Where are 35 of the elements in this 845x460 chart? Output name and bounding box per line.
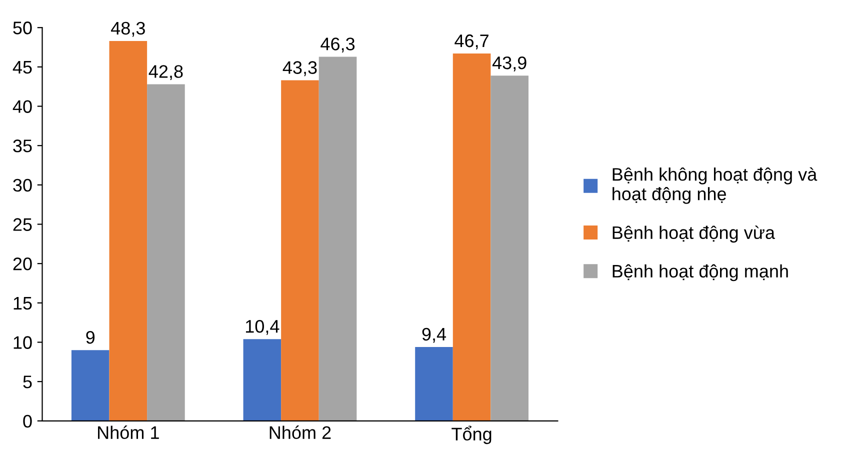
y-tick-label: 25 bbox=[13, 218, 32, 231]
y-tick-label: 45 bbox=[12, 61, 32, 74]
bar bbox=[452, 54, 491, 421]
bar bbox=[109, 40, 148, 421]
data-label: 48,3 bbox=[111, 22, 145, 37]
x-tick-label: Nhóm 1 bbox=[98, 426, 159, 440]
y-tick-label: 5 bbox=[23, 376, 32, 388]
x-tick-label: Tổng bbox=[452, 426, 492, 444]
data-label: 9 bbox=[86, 330, 95, 344]
y-tick-label: 35 bbox=[13, 140, 32, 152]
data-label: 9,4 bbox=[422, 328, 446, 343]
bar bbox=[147, 84, 185, 421]
bar bbox=[318, 56, 357, 421]
x-tick-label: Nhóm 2 bbox=[270, 426, 331, 440]
bar bbox=[71, 350, 110, 421]
data-label: 46,3 bbox=[320, 38, 355, 52]
bar bbox=[243, 339, 282, 421]
data-label: 43,9 bbox=[492, 56, 526, 72]
y-tick-label: 10 bbox=[14, 336, 32, 349]
bar bbox=[281, 80, 319, 421]
y-tick-label: 50 bbox=[13, 22, 32, 34]
bar bbox=[415, 346, 453, 421]
y-tick-label: 0 bbox=[23, 414, 32, 428]
data-label: 46,7 bbox=[454, 34, 488, 50]
legend-label: Bệnh không hoạt động và hoạt động nhẹ bbox=[612, 167, 818, 204]
y-tick-label: 20 bbox=[13, 258, 32, 270]
data-label: 10,4 bbox=[246, 320, 280, 335]
legend-label: Bệnh hoạt động vừa bbox=[612, 226, 776, 243]
y-tick-label: 30 bbox=[13, 178, 32, 192]
legend-label: Bệnh hoạt động mạnh bbox=[612, 264, 788, 282]
bar bbox=[490, 76, 528, 421]
y-tick-label: 40 bbox=[12, 100, 32, 113]
data-label: 43,3 bbox=[282, 61, 317, 76]
y-tick-label: 15 bbox=[14, 297, 32, 310]
data-label: 42,8 bbox=[148, 65, 183, 80]
